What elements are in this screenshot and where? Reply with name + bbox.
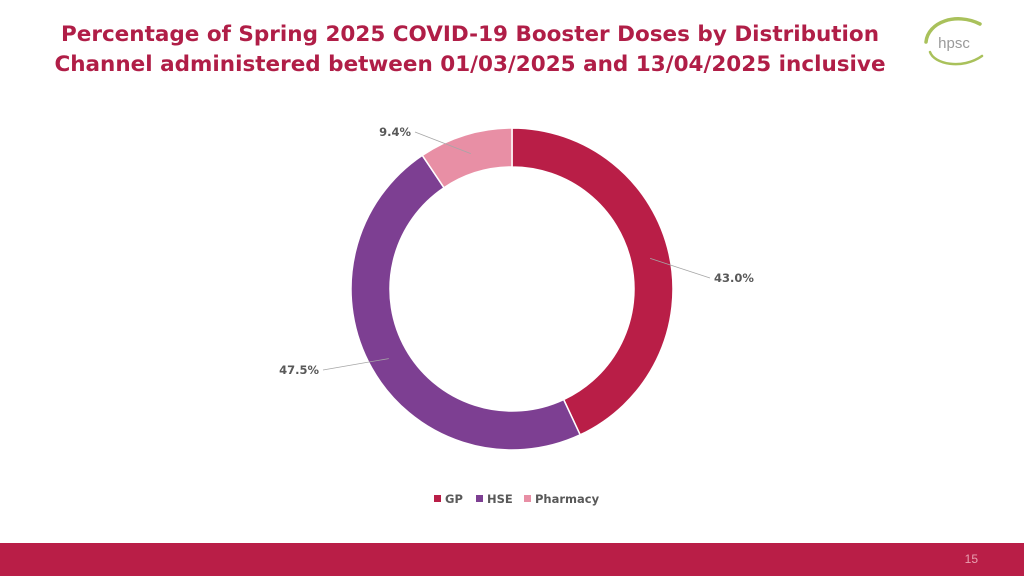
page-number: 15 [964,552,978,566]
donut-chart: 43.0% 47.5% 9.4% GP HSE Pharmacy [279,125,754,506]
legend-label-pharmacy: Pharmacy [535,492,600,506]
slice-gp [511,127,674,436]
chart-title-line-1: Percentage of Spring 2025 COVID-19 Boost… [61,22,879,47]
data-label-pharmacy: 9.4% [379,125,411,139]
footer-bar: 15 [0,543,1024,576]
legend-label-gp: GP [445,492,463,506]
leader-line-pharmacy [414,131,471,155]
slice-hse [350,154,582,451]
logo-arc-inner [928,50,984,66]
data-label-gp: 43.0% [714,271,754,285]
legend-swatch-gp [434,495,441,502]
chart-title: Percentage of Spring 2025 COVID-19 Boost… [20,20,920,80]
legend: GP HSE Pharmacy [434,492,600,506]
leader-line-hse [322,358,389,371]
leader-line-gp [650,257,711,279]
logo-text: hpsc [938,35,970,52]
slice-pharmacy [421,127,513,189]
data-label-hse: 47.5% [279,363,319,377]
hpsc-logo: hpsc [924,17,984,66]
legend-swatch-hse [476,495,483,502]
legend-label-hse: HSE [487,492,513,506]
legend-swatch-pharmacy [524,495,531,502]
chart-title-line-2: Channel administered between 01/03/2025 … [54,52,886,77]
logo-arc [924,17,982,44]
